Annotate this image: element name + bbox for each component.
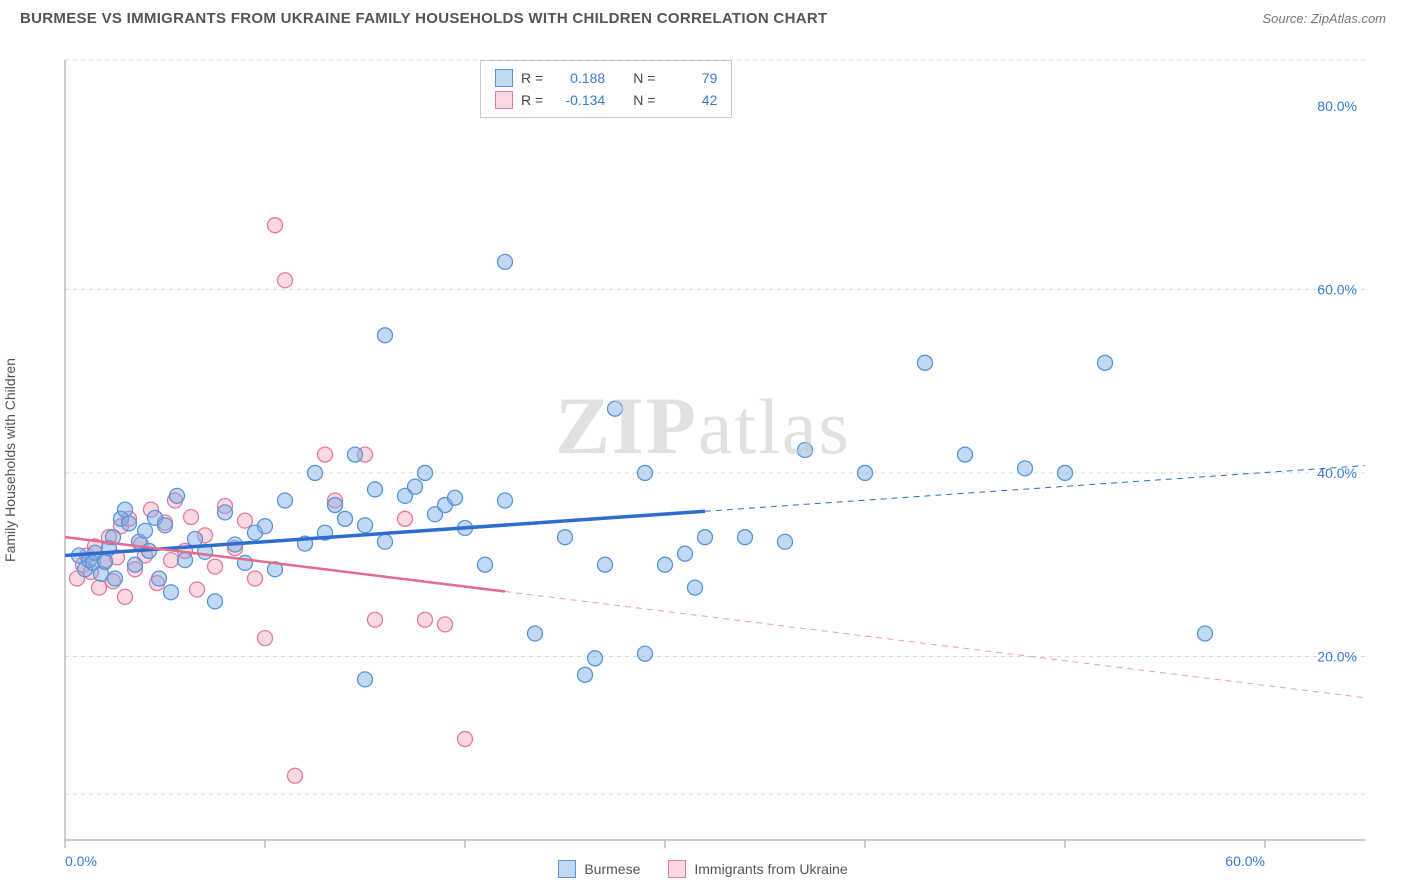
swatch-blue — [495, 69, 513, 87]
n-label: N = — [633, 92, 655, 108]
correlation-legend: R = 0.188 N = 79 R = -0.134 N = 42 — [480, 60, 732, 118]
svg-text:40.0%: 40.0% — [1317, 465, 1357, 481]
legend-item-burmese: Burmese — [558, 860, 640, 878]
swatch-pink — [668, 860, 686, 878]
chart-area: Family Households with Children 20.0%40.… — [20, 40, 1386, 880]
r-label: R = — [521, 70, 543, 86]
n-value-pink: 42 — [663, 92, 717, 108]
legend-row-ukraine: R = -0.134 N = 42 — [495, 89, 717, 111]
y-axis-label: Family Households with Children — [2, 358, 18, 562]
chart-title: BURMESE VS IMMIGRANTS FROM UKRAINE FAMIL… — [20, 10, 827, 27]
n-label: N = — [633, 70, 655, 86]
r-value-blue: 0.188 — [551, 70, 605, 86]
r-value-pink: -0.134 — [551, 92, 605, 108]
series-legend: Burmese Immigrants from Ukraine — [20, 860, 1386, 878]
n-value-blue: 79 — [663, 70, 717, 86]
scatter-chart: 20.0%40.0%60.0%80.0%0.0%60.0% — [20, 40, 1386, 880]
svg-text:80.0%: 80.0% — [1317, 98, 1357, 114]
r-label: R = — [521, 92, 543, 108]
legend-label: Immigrants from Ukraine — [694, 861, 847, 877]
chart-header: BURMESE VS IMMIGRANTS FROM UKRAINE FAMIL… — [0, 0, 1406, 33]
legend-label: Burmese — [584, 861, 640, 877]
swatch-blue — [558, 860, 576, 878]
legend-row-burmese: R = 0.188 N = 79 — [495, 67, 717, 89]
swatch-pink — [495, 91, 513, 109]
chart-source: Source: ZipAtlas.com — [1262, 11, 1386, 26]
svg-text:20.0%: 20.0% — [1317, 648, 1357, 664]
svg-text:60.0%: 60.0% — [1317, 281, 1357, 297]
legend-item-ukraine: Immigrants from Ukraine — [668, 860, 847, 878]
